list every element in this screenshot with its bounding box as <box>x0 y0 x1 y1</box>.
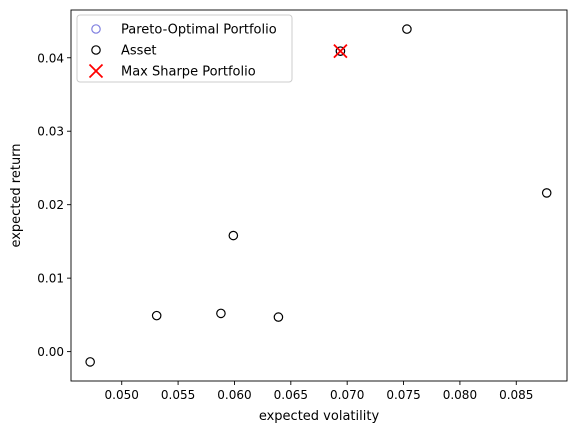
legend-box <box>76 14 293 83</box>
asset-point <box>541 188 552 198</box>
asset-point <box>228 230 239 241</box>
x-tick-label: 0.075 <box>386 388 420 402</box>
y-axis-label: expected return <box>9 143 24 247</box>
x-tick-label: 0.085 <box>499 388 533 402</box>
asset-point <box>335 46 346 56</box>
asset-point <box>151 310 162 321</box>
x-tick-label: 0.055 <box>161 388 195 402</box>
y-tick-label: 0.03 <box>37 125 64 139</box>
y-tick-label: 0.00 <box>37 345 64 359</box>
x-tick-label: 0.050 <box>105 388 139 402</box>
y-tick-label: 0.02 <box>37 198 64 212</box>
legend-marker-asset <box>91 45 101 55</box>
legend-label: Asset <box>121 44 157 59</box>
asset-point <box>216 308 226 319</box>
x-tick-label: 0.060 <box>217 388 251 402</box>
plot-marks <box>85 24 552 367</box>
asset-point <box>273 312 284 322</box>
x-axis-ticks: 0.050 0.055 0.060 0.065 0.070 0.075 0.080 0.085 <box>105 381 533 402</box>
legend-marker-pareto-optimal-portfolio <box>91 24 101 34</box>
legend: Pareto-Optimal Portfolio Asset Max Sharpe … <box>76 14 293 83</box>
y-tick-label: 0.01 <box>37 272 64 286</box>
y-tick-label: 0.04 <box>37 51 64 65</box>
legend-label: Pareto-Optimal Portfolio <box>121 23 277 38</box>
legend-marker-max-sharpe-portfolio <box>88 63 104 79</box>
plot-area-frame <box>70 9 568 382</box>
asset-point <box>402 24 412 34</box>
x-tick-label: 0.065 <box>274 388 308 402</box>
asset-point <box>85 357 95 367</box>
x-axis-label: expected volatility <box>259 409 380 424</box>
y-axis-ticks: 0.00 0.01 0.02 0.03 0.04 <box>37 51 71 359</box>
max-sharpe-portfolio-point <box>333 44 348 59</box>
x-tick-label: 0.080 <box>443 388 477 402</box>
x-tick-label: 0.070 <box>330 388 364 402</box>
legend-label: Max Sharpe Portfolio <box>121 65 256 80</box>
